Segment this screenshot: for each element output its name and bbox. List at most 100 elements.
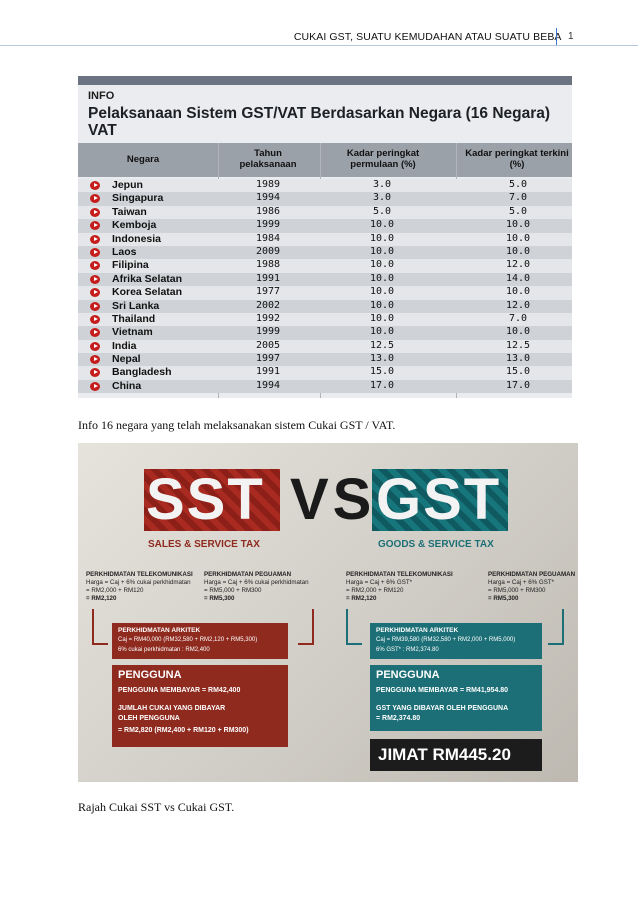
gst-architect-line1: Caj = RM39,580 (RM32,580 + RM2,000 + RM5… <box>376 637 516 643</box>
initial-rate-cell: 13.0 <box>369 353 395 365</box>
year-cell: 1991 <box>255 272 281 284</box>
col-header-year: Tahun pelaksanaan <box>239 148 297 170</box>
gst-connector-left <box>346 609 362 645</box>
current-rate-cell: 12.5 <box>505 339 531 351</box>
play-bullet-icon <box>90 234 100 244</box>
country-cell: Thailand <box>112 312 156 325</box>
year-cell: 1984 <box>255 232 281 244</box>
vs-heading: VS <box>290 467 376 532</box>
year-cell: 2009 <box>255 245 281 257</box>
initial-rate-cell: 3.0 <box>372 179 392 190</box>
current-rate-cell: 13.0 <box>505 353 531 365</box>
gst-heading: GST <box>376 467 502 532</box>
year-cell: 1991 <box>255 366 281 378</box>
sst-architect-title: PERKHIDMATAN ARKITEK <box>118 627 201 634</box>
play-bullet-icon <box>90 207 100 217</box>
initial-rate-cell: 3.0 <box>372 192 392 204</box>
col-header-initial-rate: Kadar peringkat permulaan (%) <box>346 148 420 170</box>
play-bullet-icon <box>90 247 100 257</box>
gst-architect-title: PERKHIDMATAN ARKITEK <box>376 627 459 634</box>
current-rate-cell: 12.0 <box>505 299 531 311</box>
gst-banner <box>372 469 508 531</box>
initial-rate-cell: 10.0 <box>369 245 395 257</box>
sst-architect-line1: Caj = RM40,000 (RM32,580 + RM2,120 + RM5… <box>118 637 258 643</box>
sst-legal-line1: Harga = Caj + 6% cukai perkhidmatan <box>204 579 309 586</box>
country-cell: Indonesia <box>112 232 162 245</box>
play-bullet-icon <box>90 328 100 338</box>
gst-consumer-pays: PENGGUNA MEMBAYAR = RM41,954.80 <box>376 687 509 694</box>
year-cell: 2005 <box>255 339 281 351</box>
current-rate-cell: 17.0 <box>505 379 531 391</box>
country-cell: Filipina <box>112 259 149 272</box>
initial-rate-cell: 5.0 <box>372 205 392 217</box>
initial-rate-cell: 17.0 <box>369 379 395 391</box>
current-rate-cell: 12.0 <box>505 259 531 271</box>
table-body: Jepun 1989 3.0 5.0 Singapura 1994 3.0 7.0 Taiwan… <box>78 179 572 394</box>
sst-telco-total: = RM2,120 <box>86 595 117 602</box>
initial-rate-cell: 10.0 <box>369 286 395 298</box>
header-divider <box>556 28 557 45</box>
gst-subtitle: GOODS & SERVICE TAX <box>378 539 494 550</box>
year-cell: 1997 <box>255 353 281 365</box>
gst-telco-title: PERKHIDMATAN TELEKOMUNIKASI <box>346 571 453 578</box>
gst-tax-label: GST YANG DIBAYAR OLEH PENGGUNA <box>376 705 509 712</box>
country-cell: India <box>112 339 137 352</box>
gst-legal-total: = RM5,300 <box>488 595 519 602</box>
table-header: Negara Tahun pelaksanaan Kadar peringkat… <box>78 143 572 177</box>
gst-telco-line2: = RM2,000 + RM120 <box>346 587 404 594</box>
sst-connector-left <box>92 609 108 645</box>
play-bullet-icon <box>90 341 100 351</box>
gst-legal-line1: Harga = Caj + 6% GST* <box>488 579 555 586</box>
country-cell: Sri Lanka <box>112 299 160 312</box>
table-row: Jepun 1989 3.0 5.0 <box>78 179 572 193</box>
current-rate-cell: 10.0 <box>505 326 531 338</box>
country-cell: Kemboja <box>112 219 157 232</box>
play-bullet-icon <box>90 355 100 365</box>
sst-consumer-title: PENGGUNA <box>118 669 182 681</box>
play-bullet-icon <box>90 301 100 311</box>
year-cell: 1986 <box>255 205 281 217</box>
table-row: Taiwan 1986 5.0 5.0 <box>78 205 572 220</box>
play-bullet-icon <box>90 381 100 391</box>
gst-architect-line2: 6% GST* : RM2,374.80 <box>376 647 439 653</box>
year-cell: 1994 <box>255 379 281 391</box>
play-bullet-icon <box>90 368 100 378</box>
initial-rate-cell: 10.0 <box>369 312 395 324</box>
gst-connector-right <box>548 609 564 645</box>
initial-rate-cell: 12.5 <box>369 339 395 351</box>
sst-total-tax-value: = RM2,820 (RM2,400 + RM120 + RM300) <box>118 727 249 734</box>
play-bullet-icon <box>90 261 100 271</box>
gst-telco-block: PERKHIDMATAN TELEKOMUNIKASI Harga = Caj … <box>346 571 466 603</box>
initial-rate-cell: 10.0 <box>369 232 395 244</box>
running-header: CUKAI GST, SUATU KEMUDAHAN ATAU SUATU BE… <box>293 31 584 43</box>
sst-consumer-pays: PENGGUNA MEMBAYAR = RM42,400 <box>118 687 241 694</box>
initial-rate-cell: 10.0 <box>369 326 395 338</box>
play-bullet-icon <box>90 314 100 324</box>
year-cell: 1999 <box>255 219 281 231</box>
sst-architect-line2: 6% cukai perkhidmatan : RM2,400 <box>118 647 210 653</box>
play-bullet-icon <box>90 181 100 190</box>
sst-legal-line2: = RM5,000 + RM300 <box>204 587 262 594</box>
gst-legal-title: PERKHIDMATAN PEGUAMAN <box>488 571 576 578</box>
table-row: Kemboja 1999 10.0 10.0 <box>78 219 572 233</box>
col-header-country: Negara <box>126 154 160 165</box>
country-cell: Vietnam <box>112 326 153 339</box>
sst-vs-gst-infographic: SST VS GST SALES & SERVICE TAX GOODS & S… <box>78 443 578 782</box>
year-cell: 2002 <box>255 299 281 311</box>
caption-sst-gst: Rajah Cukai SST vs Cukai GST. <box>78 800 235 814</box>
country-cell: Jepun <box>112 179 143 191</box>
table-row: India 2005 12.5 12.5 <box>78 339 572 354</box>
year-cell: 1977 <box>255 286 281 298</box>
initial-rate-cell: 10.0 <box>369 219 395 231</box>
gst-architect-box: PERKHIDMATAN ARKITEK Caj = RM39,580 (RM3… <box>370 623 542 659</box>
sst-banner <box>144 469 280 531</box>
initial-rate-cell: 10.0 <box>369 272 395 284</box>
gst-telco-line1: Harga = Caj + 6% GST* <box>346 579 413 586</box>
initial-rate-cell: 10.0 <box>369 299 395 311</box>
sst-telco-line1: Harga = Caj + 6% cukai perkhidmatan <box>86 579 191 586</box>
gst-legal-line2: = RM5,000 + RM300 <box>488 587 546 594</box>
table-row: Afrika Selatan 1991 10.0 14.0 <box>78 272 572 287</box>
gst-consumer-box: PENGGUNA PENGGUNA MEMBAYAR = RM41,954.80… <box>370 665 542 731</box>
play-bullet-icon <box>90 194 100 204</box>
sst-consumer-box: PENGGUNA PENGGUNA MEMBAYAR = RM42,400 JU… <box>112 665 288 747</box>
